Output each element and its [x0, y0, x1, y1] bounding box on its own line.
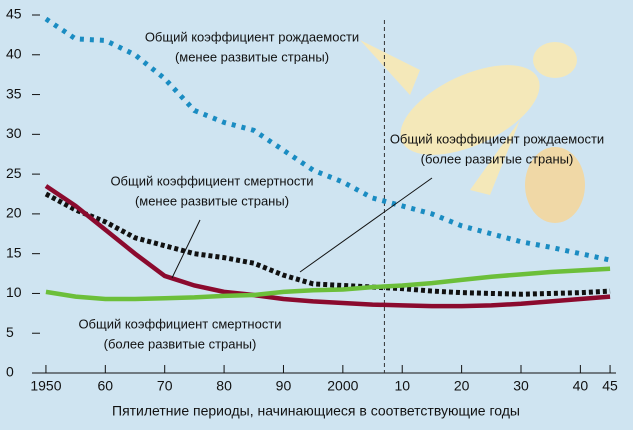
annotation-pointer	[171, 219, 201, 279]
x-tick-label: 90	[276, 378, 292, 394]
series-line	[44, 191, 611, 297]
series-line	[44, 184, 611, 309]
series-annotation: (более развитые страны)	[104, 336, 257, 351]
series-annotation: (менее развитые страны)	[175, 49, 329, 64]
x-tick-label: 40	[573, 378, 589, 394]
x-tick-label: 30	[513, 378, 529, 394]
y-tick-label: 15	[6, 244, 22, 260]
y-tick-label: 40	[6, 45, 22, 61]
y-tick-label: 20	[6, 205, 22, 221]
x-tick-label: 80	[216, 378, 232, 394]
series-annotation: Общий коэффициент рождаемости	[145, 29, 359, 44]
x-tick-label: 20	[454, 378, 470, 394]
series-annotation: (более развитые страны)	[421, 151, 574, 166]
x-tick-label: 70	[157, 378, 173, 394]
series-line	[45, 266, 611, 302]
series-annotation: Общий коэффициент смертности	[78, 316, 281, 331]
x-tick-label: 2000	[327, 378, 358, 394]
series-annotation: (менее развитые страны)	[135, 193, 289, 208]
x-axis-label: Пятилетние периоды, начинающиеся в соотв…	[112, 403, 520, 419]
x-tick-label: 10	[394, 378, 410, 394]
x-tick-label: 45	[602, 378, 618, 394]
y-tick-label: 30	[6, 125, 22, 141]
series-line	[44, 16, 611, 263]
series-annotation: Общий коэффициент смертности	[110, 173, 313, 188]
x-tick-label: 1950	[30, 378, 61, 394]
y-tick-label: 10	[6, 284, 22, 300]
x-tick-label: 60	[98, 378, 114, 394]
y-tick-label: 5	[6, 324, 14, 340]
y-tick-label: 35	[6, 85, 22, 101]
y-tick-label: 0	[6, 364, 14, 380]
stork-decoration	[360, 40, 585, 223]
annotation-pointer	[299, 177, 433, 273]
y-tick-label: 25	[6, 165, 22, 181]
y-tick-label: 45	[6, 6, 22, 22]
series-annotation: Общий коэффициент рождаемости	[390, 131, 604, 146]
